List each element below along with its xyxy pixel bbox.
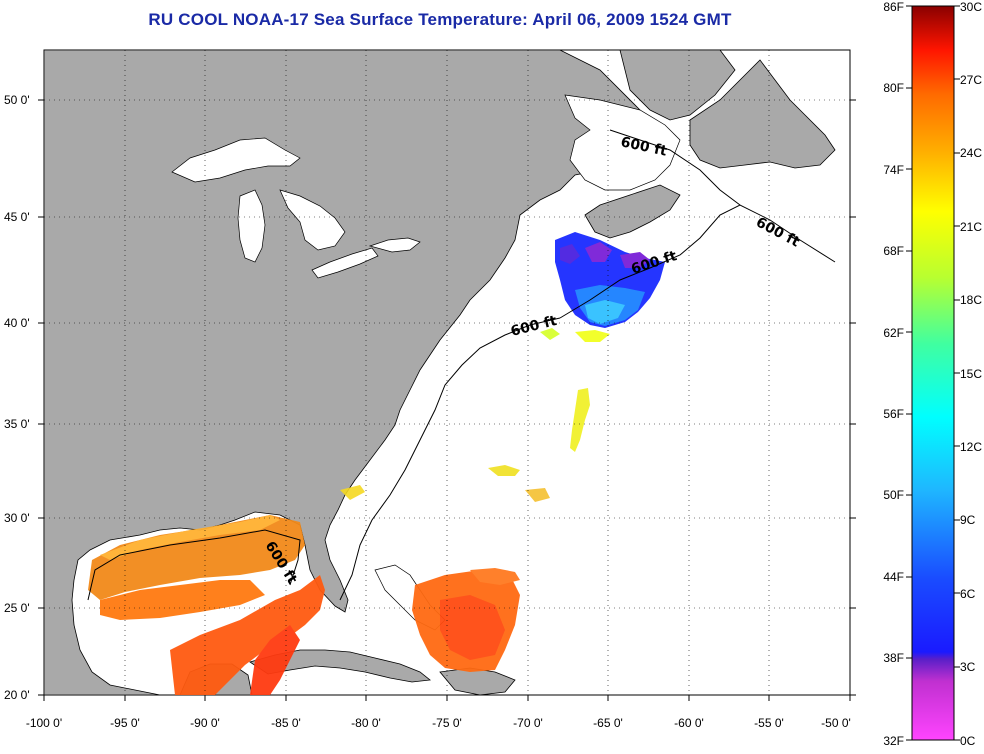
cb-f-label: 62F xyxy=(883,326,904,340)
longitude-labels: -100 0' -95 0' -90 0' -85 0' -80 0' -75 … xyxy=(26,716,851,730)
cb-f-label: 74F xyxy=(883,163,904,177)
north-america-land xyxy=(44,50,641,695)
isobath-600ft-scotian xyxy=(559,204,836,319)
lon-label: -80 0' xyxy=(351,716,381,730)
lake-michigan xyxy=(237,189,266,263)
cb-f-label: 80F xyxy=(883,81,904,95)
isobath-600ft-atlantic xyxy=(339,317,561,601)
lake-superior xyxy=(171,137,301,183)
lon-label: -60 0' xyxy=(674,716,704,730)
cb-c-label: 6C xyxy=(960,587,976,601)
cb-f-label: 86F xyxy=(883,0,904,14)
lon-label: -100 0' xyxy=(26,716,62,730)
cb-f-label: 56F xyxy=(883,407,904,421)
cb-f-label: 32F xyxy=(883,734,904,748)
cb-f-label: 68F xyxy=(883,244,904,258)
sst-caribbean xyxy=(412,568,520,672)
cb-c-label: 18C xyxy=(960,293,982,307)
lake-erie xyxy=(311,247,379,279)
cuba-land xyxy=(249,649,432,683)
lon-label: -90 0' xyxy=(190,716,220,730)
cb-c-label: 3C xyxy=(960,660,976,674)
cb-c-label: 30C xyxy=(960,0,982,14)
sst-gulf-stream xyxy=(340,388,590,502)
lon-label: -95 0' xyxy=(110,716,140,730)
cb-c-label: 12C xyxy=(960,440,982,454)
lake-ontario xyxy=(368,237,421,253)
lon-label: -55 0' xyxy=(754,716,784,730)
cb-f-label: 38F xyxy=(883,651,904,665)
gulf-st-lawrence xyxy=(564,94,681,191)
cb-f-label: 44F xyxy=(883,570,904,584)
lon-label: -70 0' xyxy=(513,716,543,730)
labrador-land xyxy=(619,50,736,121)
cb-c-label: 21C xyxy=(960,220,982,234)
map-title: RU COOL NOAA-17 Sea Surface Temperature:… xyxy=(148,10,732,29)
lon-label: -65 0' xyxy=(593,716,623,730)
lat-label: 30 0' xyxy=(4,511,30,525)
cb-c-label: 24C xyxy=(960,146,982,160)
cb-c-label: 27C xyxy=(960,73,982,87)
lon-label: -75 0' xyxy=(432,716,462,730)
lat-label: 45 0' xyxy=(4,210,30,224)
axis-ticks xyxy=(38,99,856,701)
cb-c-label: 9C xyxy=(960,513,976,527)
isobath-600ft-laurentian xyxy=(609,129,741,206)
lon-label: -85 0' xyxy=(271,716,301,730)
cb-c-label: 15C xyxy=(960,367,982,381)
isobath-600ft-gulf xyxy=(87,529,301,601)
colorbar-f-labels: 86F 80F 74F 68F 62F 56F 50F 44F 38F 32F xyxy=(883,0,904,748)
colorbar xyxy=(911,5,955,741)
colorbar-ticks xyxy=(906,5,960,741)
lat-label: 20 0' xyxy=(4,688,30,702)
lon-label: -50 0' xyxy=(821,716,851,730)
lat-label: 35 0' xyxy=(4,417,30,431)
colorbar-c-labels: 30C 27C 24C 21C 18C 15C 12C 9C 6C 3C 0C xyxy=(960,0,982,748)
lake-huron xyxy=(279,189,346,251)
lat-label: 25 0' xyxy=(4,601,30,615)
latitude-labels: 50 0' 45 0' 40 0' 35 0' 30 0' 25 0' 20 0… xyxy=(4,93,30,702)
nova-scotia-land xyxy=(584,184,681,239)
newfoundland-land xyxy=(689,59,836,169)
cb-f-label: 50F xyxy=(883,488,904,502)
cb-c-label: 0C xyxy=(960,734,976,748)
lat-label: 50 0' xyxy=(4,93,30,107)
lat-label: 40 0' xyxy=(4,316,30,330)
